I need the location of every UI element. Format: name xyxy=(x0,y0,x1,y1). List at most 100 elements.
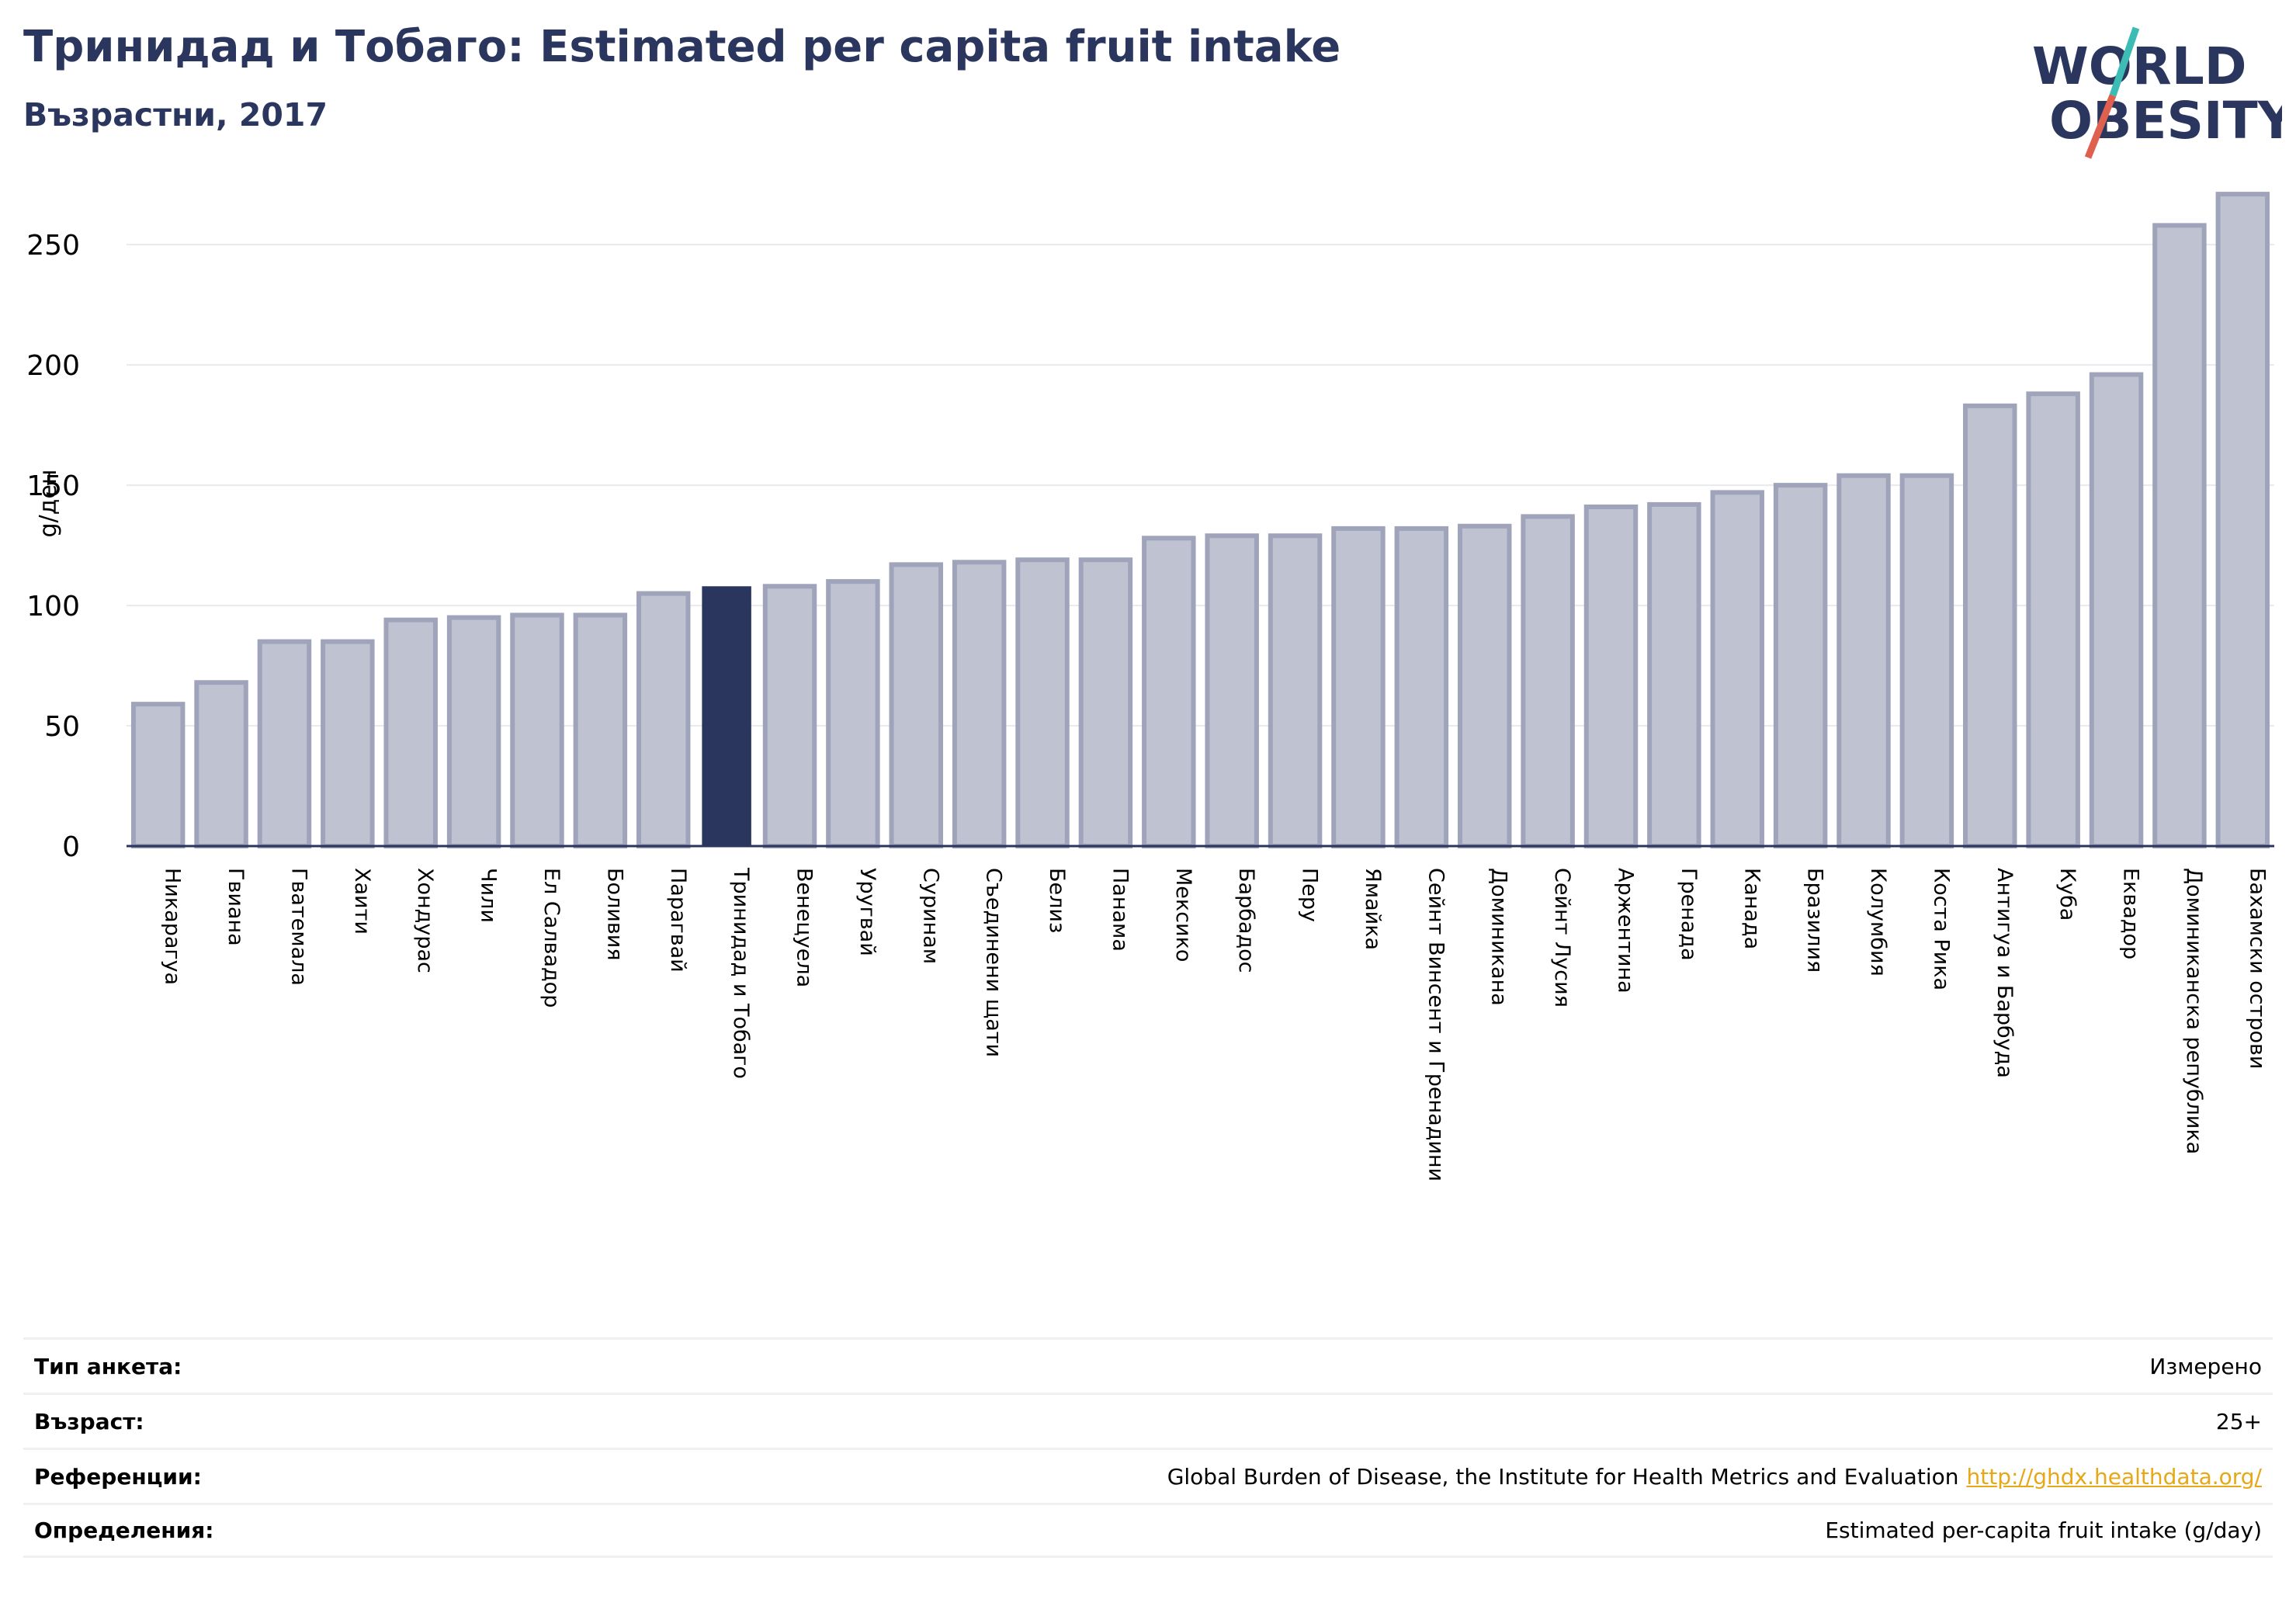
y-axis-label: g/ден xyxy=(35,470,62,538)
x-tick-label: Гватемала xyxy=(286,868,310,986)
logo-text-obesity: OBESITY xyxy=(2049,91,2282,151)
bar xyxy=(889,562,944,849)
info-value-text: Global Burden of Disease, the Institute … xyxy=(1167,1463,1959,1490)
logo-slash-red xyxy=(2084,94,2117,159)
bar xyxy=(2152,223,2207,848)
info-value-text: Estimated per-capita fruit intake (g/day… xyxy=(1825,1517,2262,1543)
info-label: Определения: xyxy=(34,1517,214,1543)
x-tick-label: Хондурас xyxy=(413,868,437,973)
x-tick-label: Коста Рика xyxy=(1929,868,1953,990)
x-tick-label: Доминикана xyxy=(1487,868,1511,1006)
y-tick-label: 100 xyxy=(26,591,80,623)
chart-subtitle: Възрастни, 2017 xyxy=(23,96,328,134)
bar xyxy=(2026,391,2080,848)
bar xyxy=(826,579,880,848)
info-row: Тип анкета: Измерено xyxy=(23,1337,2273,1393)
bar xyxy=(2215,192,2270,849)
x-tick-label: Суринам xyxy=(918,868,942,964)
bar xyxy=(636,591,691,848)
x-tick-label: Боливия xyxy=(602,868,626,961)
bar xyxy=(1899,473,1954,849)
info-value: 25+ xyxy=(2216,1409,2262,1434)
info-value: Estimated per-capita fruit intake (g/day… xyxy=(1825,1517,2262,1543)
x-tick-label: Хаити xyxy=(350,868,374,935)
x-tick-label: Гренада xyxy=(1677,868,1701,961)
info-label: Възраст: xyxy=(34,1408,144,1434)
x-tick-label: Чили xyxy=(477,868,501,923)
bar xyxy=(1457,523,1512,848)
x-tick-label: Белиз xyxy=(1045,868,1069,933)
x-tick-label: Никарагуа xyxy=(161,868,185,985)
logo-text-world: WORLD xyxy=(2032,36,2247,96)
x-tick-label: Сейнт Винсент и Гренадини xyxy=(1424,868,1448,1181)
x-tick-label: Гвиана xyxy=(224,868,248,946)
bar xyxy=(1583,505,1639,848)
x-tick-label: Сейнт Лусия xyxy=(1550,868,1574,1008)
bar xyxy=(1710,490,1764,848)
x-tick-label: Куба xyxy=(2055,868,2079,921)
x-tick-label: Аржентина xyxy=(1613,868,1637,994)
x-tick-label: Канада xyxy=(1739,868,1764,949)
bar xyxy=(321,639,375,848)
x-tick-label: Барбадос xyxy=(1234,868,1258,973)
x-tick-label: Антигуа и Барбуда xyxy=(1993,868,2017,1078)
reference-link[interactable]: http://ghdx.healthdata.org/ xyxy=(1966,1463,2262,1490)
bar xyxy=(952,560,1007,848)
bar xyxy=(130,702,186,848)
bar xyxy=(2089,372,2144,848)
info-value: Global Burden of Disease, the Institute … xyxy=(1167,1464,2262,1490)
bar xyxy=(1015,557,1070,848)
info-row: Възраст: 25+ xyxy=(23,1393,2273,1448)
x-tick-label: Доминиканска република xyxy=(2182,868,2206,1154)
x-tick-label: Тринидад и Тобаго xyxy=(729,867,753,1079)
bar-highlight xyxy=(702,586,751,846)
bar xyxy=(1142,536,1196,848)
bar xyxy=(1268,533,1323,848)
bar xyxy=(194,680,248,848)
x-tick-label: Мексико xyxy=(1171,868,1195,962)
info-value-text: Измерено xyxy=(2149,1353,2262,1379)
x-tick-label: Бразилия xyxy=(1803,868,1827,973)
bar xyxy=(1394,525,1449,848)
bar xyxy=(1205,533,1259,848)
y-tick-label: 150 xyxy=(26,470,80,502)
bar xyxy=(257,639,312,848)
y-tick-label: 200 xyxy=(26,350,80,382)
y-tick-label: 250 xyxy=(26,230,80,262)
info-value-text: 25+ xyxy=(2215,1408,2262,1434)
bar xyxy=(1963,403,2017,848)
x-tick-label: Колумбия xyxy=(1866,868,1890,976)
world-obesity-logo: WORLD OBESITY xyxy=(2032,26,2282,159)
x-tick-label: Еквадор xyxy=(2119,868,2143,959)
info-table: Тип анкета: Измерено Възраст: 25+ Референции… xyxy=(23,1337,2273,1558)
bar-chart: 0 50 100 150 200 250 g/ден Никарагуа Гвиана Гвате… xyxy=(26,192,2274,1181)
x-tick-label: Бахамски острови xyxy=(2245,868,2269,1069)
bar xyxy=(1647,501,1701,848)
info-row: Референции: Global Burden of Disease, the… xyxy=(23,1448,2273,1503)
y-tick-label: 50 xyxy=(44,711,80,743)
info-row: Определения: Estimated per-capita fruit i… xyxy=(23,1503,2273,1558)
bar xyxy=(446,615,501,848)
x-tick-label: Ел Салвадор xyxy=(539,868,564,1008)
logo-slash-teal xyxy=(2109,26,2140,97)
info-label: Тип анкета: xyxy=(34,1353,182,1379)
y-tick-label: 0 xyxy=(62,831,80,863)
bar xyxy=(573,612,628,848)
x-tick-label: Панама xyxy=(1108,868,1132,952)
bar xyxy=(1521,514,1575,849)
x-tick-label: Венецуела xyxy=(793,868,817,987)
bar xyxy=(1836,473,1891,849)
bar xyxy=(762,584,817,848)
x-tick-label: Уругвай xyxy=(855,868,879,956)
info-label: Референции: xyxy=(34,1463,202,1490)
info-value: Измерено xyxy=(2149,1354,2262,1379)
x-tick-label: Перу xyxy=(1298,868,1322,922)
bar xyxy=(383,617,438,848)
x-tick-label: Парагвай xyxy=(666,868,690,973)
bar xyxy=(510,612,564,848)
bar xyxy=(1078,557,1133,848)
bar xyxy=(1331,525,1386,848)
x-tick-label: Ямайка xyxy=(1361,868,1385,950)
bar xyxy=(1773,483,1828,848)
chart-title: Тринидад и Тобаго: Estimated per capita … xyxy=(23,22,1341,72)
